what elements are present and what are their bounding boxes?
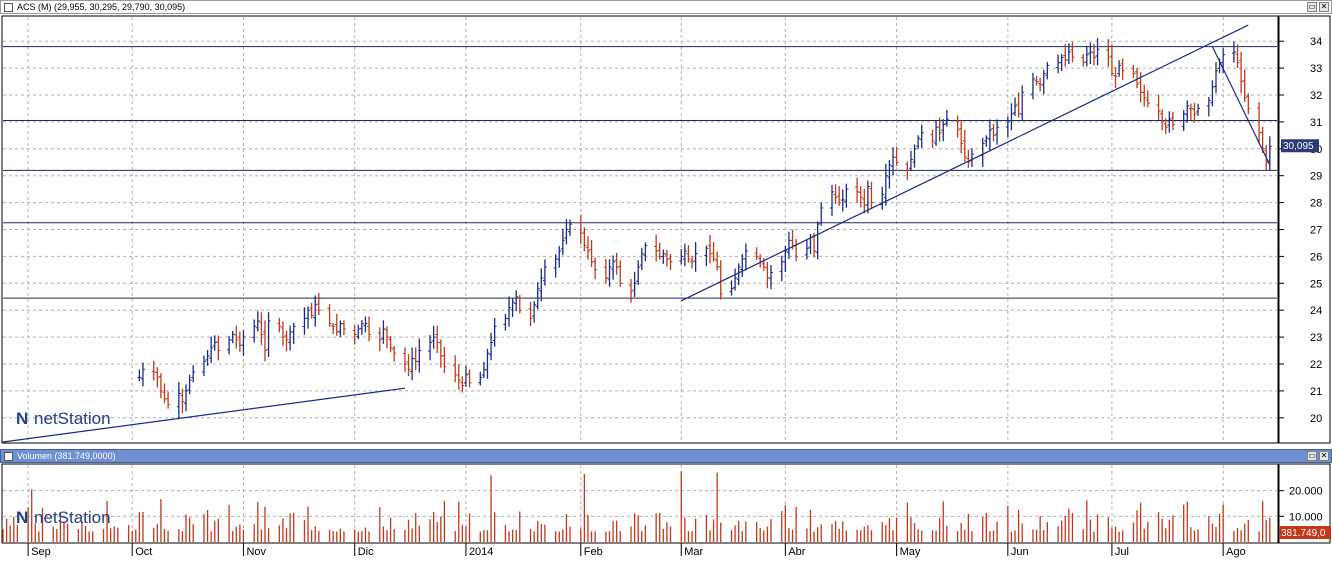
x-axis-label: Ago [1226,546,1246,558]
price-tick-label: 33 [1310,63,1322,75]
price-tick-label: 34 [1310,36,1322,48]
x-axis-label: 2014 [469,546,493,558]
trendline [2,387,406,443]
last-price-marker: 30,095 [1281,139,1319,153]
trendline [1211,46,1271,166]
price-tick-label: 28 [1310,198,1322,210]
volume-panel-titlebar: Volumen (381.749,0000) ▭ ✕ [0,449,1332,463]
volume-watermark-logo-mark: N [16,508,28,527]
price-ohlc-bars [137,38,1272,419]
x-axis-label: Jul [1115,546,1129,558]
price-watermark-text: netStation [34,409,111,428]
last-volume-label: 381.749,0 [1281,528,1326,539]
price-axis-area [1278,15,1331,444]
x-axis-label: Dic [358,546,374,558]
volume-gridlines [3,465,1277,542]
price-tick-label: 20 [1310,413,1322,425]
panel-icon [4,2,13,12]
last-price-box [1281,139,1319,153]
x-axis-label: Abr [788,546,805,558]
price-panel-minimize-button[interactable]: ▭ [1307,2,1317,12]
x-axis-label: Mar [684,546,703,558]
volume-watermark-text: netStation [34,508,111,527]
price-tick-label: 25 [1310,278,1322,290]
volume-bars [2,471,1271,542]
volume-tick-label: 20.000 [1289,486,1323,498]
price-tick-label: 32 [1310,90,1322,102]
price-gridlines [3,17,1277,442]
volume-watermark: N netStation [16,508,111,527]
price-panel-close-button[interactable]: ✕ [1319,2,1329,12]
x-axis-labels: Sep Oct Nov Dic 2014 Feb Mar Abr May Jun Jul Ago [27,543,1246,558]
price-tick-label: 21 [1310,386,1322,398]
volume-panel-close-button[interactable]: ✕ [1319,451,1329,461]
price-panel-titlebar: ACS (M) (29,955, 30,295, 29,790, 30,095)… [0,0,1332,14]
price-tick-label: 27 [1310,225,1322,237]
watermark-logo-mark: N [16,409,28,428]
last-price-label: 30,095 [1283,141,1314,152]
price-panel-title: ACS (M) (29,955, 30,295, 29,790, 30,095) [17,2,186,12]
price-tick-label: 31 [1310,117,1322,129]
last-volume-marker: 381.749,0 [1279,526,1331,539]
price-trendlines [2,24,1271,443]
price-tick-label: 23 [1310,332,1322,344]
x-axis-label: May [900,546,921,558]
price-watermark: N netStation [16,409,111,428]
price-tick-label: 26 [1310,251,1322,263]
x-axis-label: Jun [1011,546,1029,558]
x-axis-label: Oct [135,546,152,558]
price-tick-label: 29 [1310,171,1322,183]
trendline [681,24,1249,302]
x-axis-label: Sep [31,546,51,558]
x-axis-label: Feb [584,546,603,558]
volume-panel-title: Volumen (381.749,0000) [17,451,116,461]
volume-axis-ticks: 10.000 20.000 [1279,486,1323,523]
volume-panel-minimize-button[interactable]: ▭ [1307,451,1317,461]
price-tick-label: 22 [1310,359,1322,371]
x-axis-label: Nov [246,546,266,558]
last-volume-box [1279,526,1331,539]
volume-tick-label: 10.000 [1289,511,1323,523]
panel-icon [4,451,13,461]
price-tick-label: 24 [1310,305,1322,317]
